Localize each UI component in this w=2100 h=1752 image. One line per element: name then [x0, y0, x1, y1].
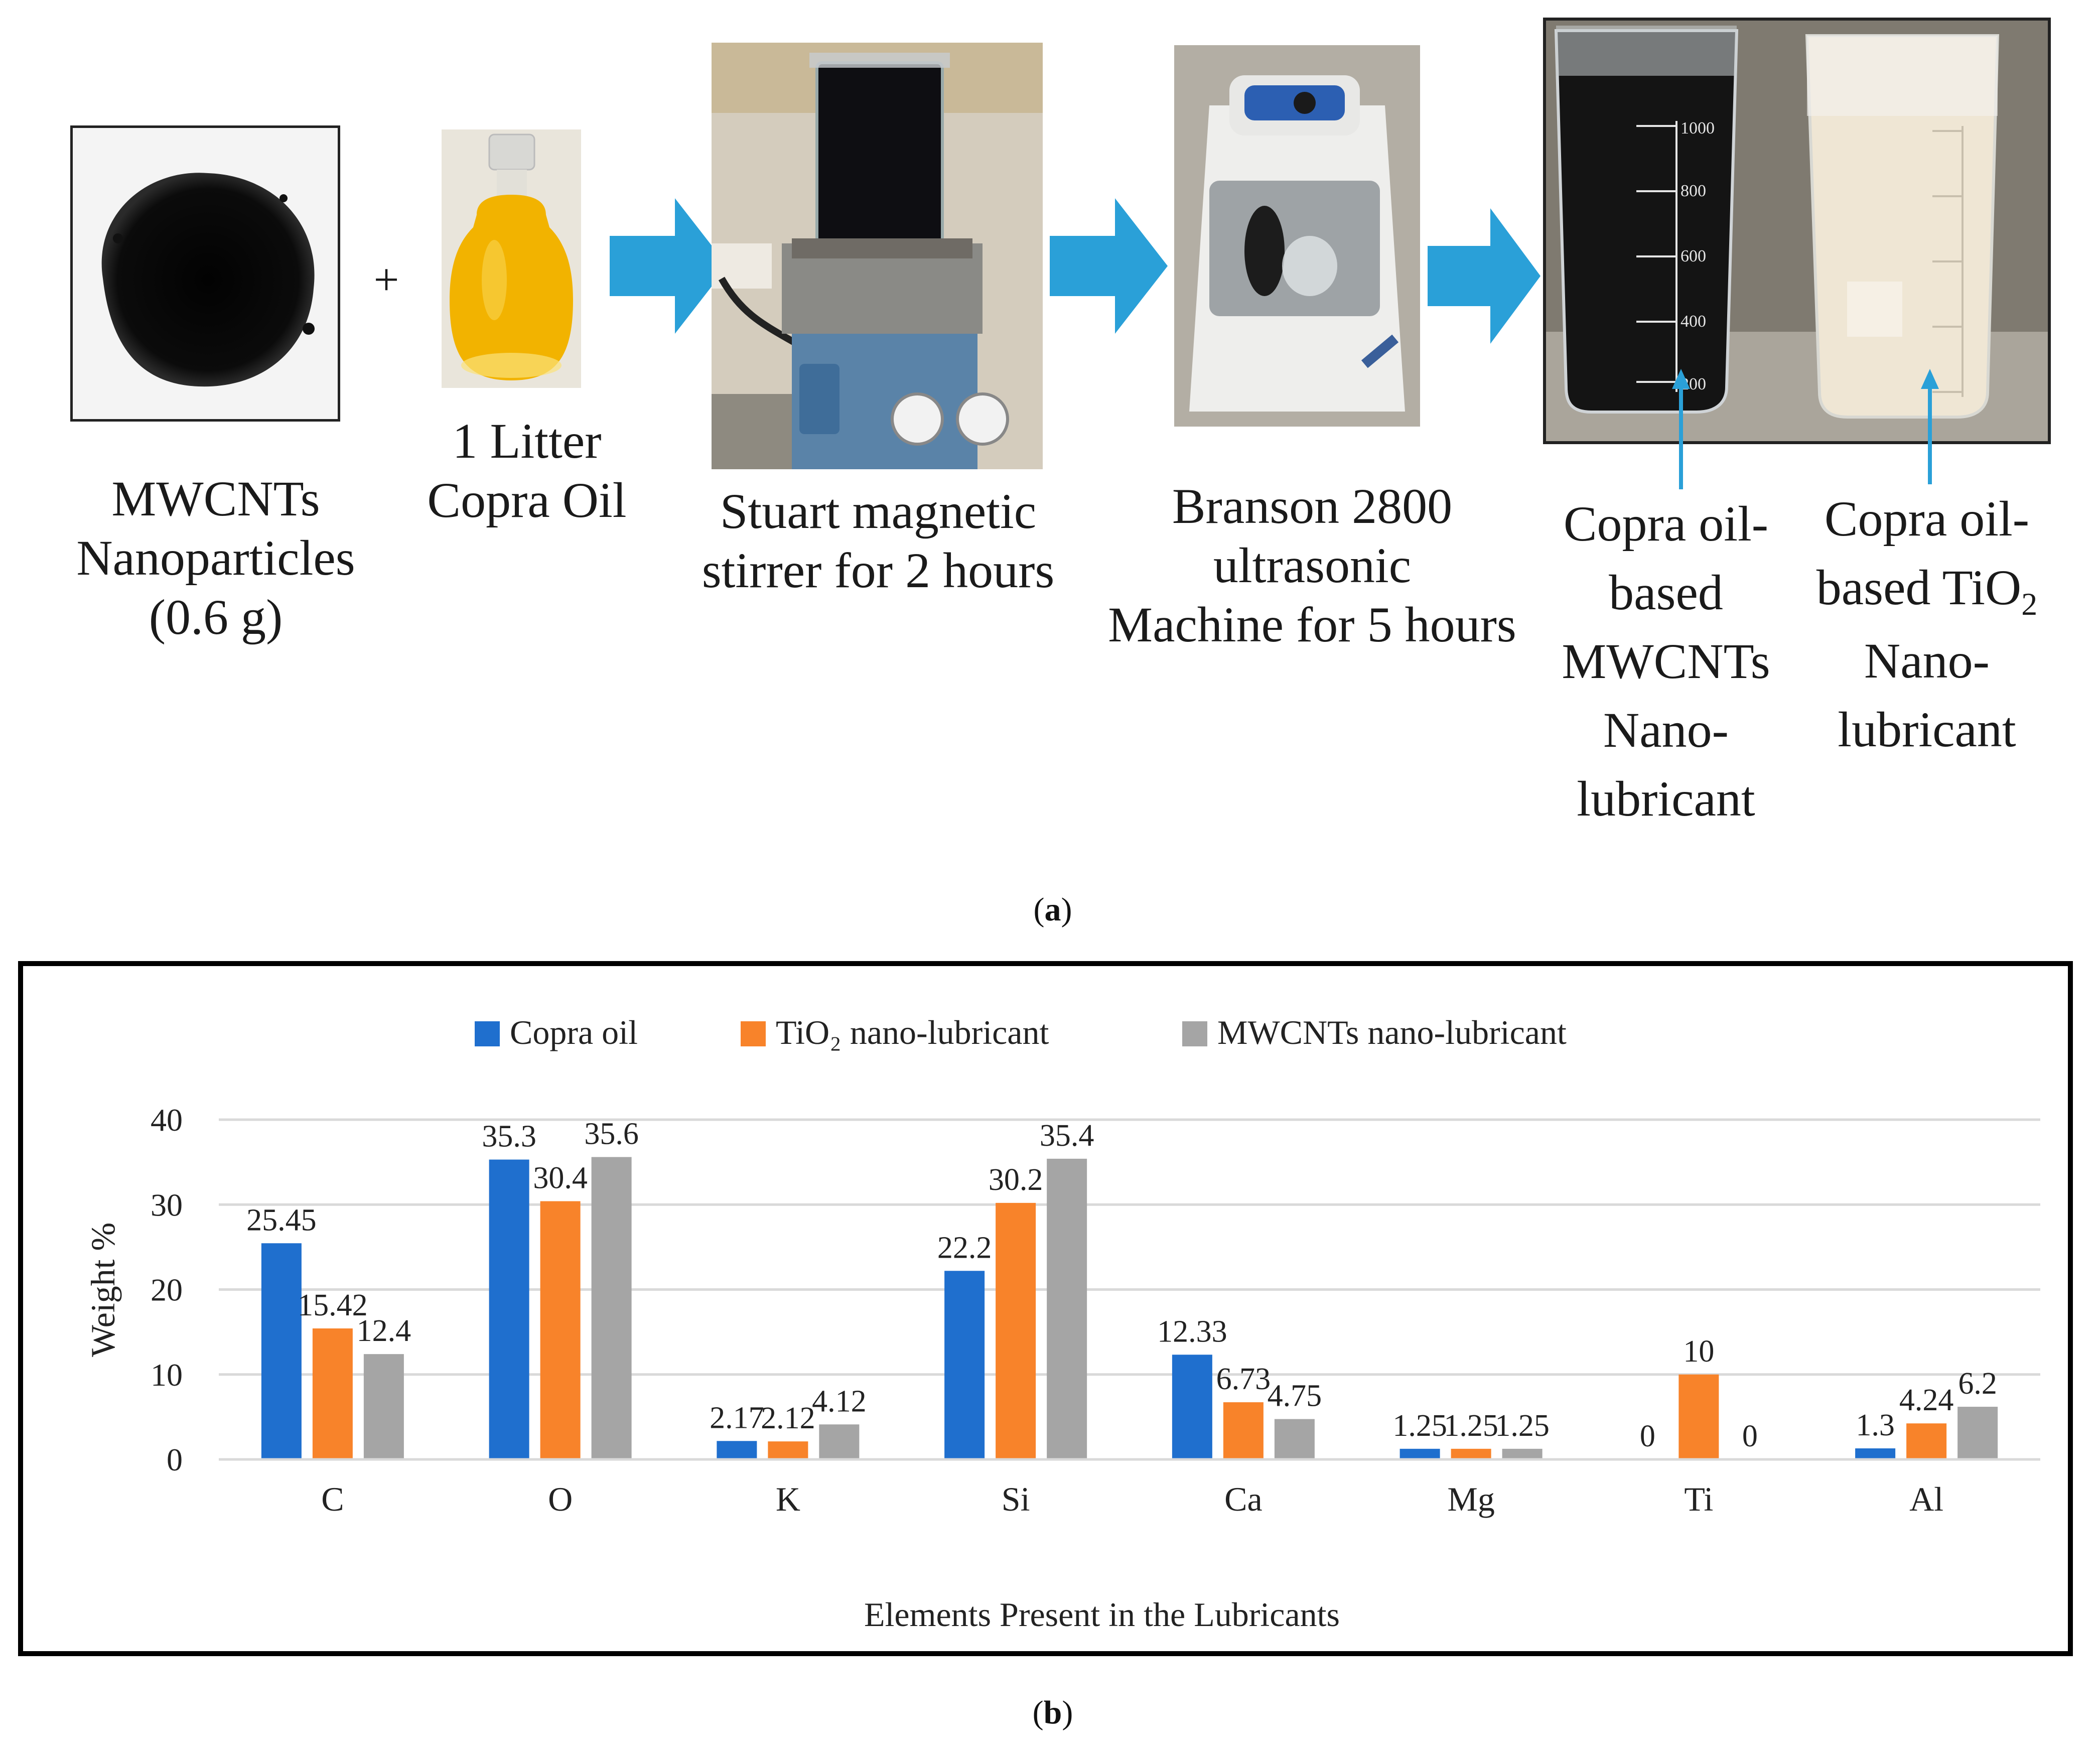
data-label: 1.25	[1392, 1409, 1447, 1443]
stirrer-caption: Stuart magnetic stirrer for 2 hours	[702, 483, 1055, 598]
data-label: 12.33	[1157, 1314, 1227, 1349]
legend-label: TiO₂ nano-lubricant	[776, 1013, 1049, 1051]
pointer-arrow-icon	[1672, 369, 1690, 489]
legend-swatch	[1182, 1021, 1207, 1046]
x-tick-label: K	[776, 1480, 800, 1518]
chart-frame: 0 10 20 30 40 25.45 15.42 12.4 C 35.3 30.4 35.6 O 2.1…	[18, 961, 2073, 1656]
data-label: 12.4	[357, 1314, 411, 1348]
copra-oil-caption: 1 Litter Copra Oil	[427, 413, 627, 528]
data-label: 0	[1742, 1419, 1758, 1453]
bar	[1451, 1448, 1491, 1459]
bar	[1678, 1374, 1719, 1459]
ultrasonic-caption: Branson 2800 ultrasonic Machine for 5 ho…	[1108, 478, 1516, 652]
bar	[1047, 1158, 1087, 1459]
bar	[1274, 1419, 1315, 1459]
mwcnts-caption: MWCNTs Nanoparticles (0.6 g)	[76, 471, 355, 645]
legend-label: MWCNTs nano-lubricant	[1217, 1013, 1567, 1051]
bar	[540, 1201, 581, 1459]
data-label: 2.12	[761, 1401, 815, 1435]
svg-text:1000: 1000	[1681, 119, 1715, 138]
bar	[768, 1441, 808, 1459]
bar	[1399, 1448, 1440, 1459]
bar	[996, 1202, 1036, 1459]
mwcnt-lubricant-caption: Copra oil- based MWCNTs Nano- lubricant	[1562, 496, 1770, 827]
panel-b-label: (b)	[1032, 1694, 1073, 1731]
bar	[944, 1271, 985, 1459]
data-label: 35.4	[1040, 1119, 1094, 1153]
arrow-right-icon	[610, 198, 728, 334]
data-label: 6.73	[1216, 1362, 1271, 1396]
bar	[717, 1441, 757, 1459]
bar	[1957, 1407, 1998, 1459]
data-label: 30.4	[533, 1161, 588, 1195]
bar	[1906, 1423, 1947, 1459]
ultrasonic-machine-photo	[1174, 45, 1420, 427]
arrow-right-icon	[1428, 208, 1541, 344]
bar	[1172, 1355, 1212, 1459]
legend-label: Copra oil	[510, 1013, 638, 1051]
x-tick-label: Ca	[1224, 1480, 1263, 1518]
x-tick-label: C	[321, 1480, 344, 1518]
data-label: 22.2	[937, 1231, 992, 1265]
y-tick-label: 40	[151, 1102, 183, 1138]
magnetic-stirrer-photo	[712, 43, 1043, 469]
bar	[1223, 1402, 1264, 1459]
bar	[1855, 1448, 1896, 1459]
y-tick-label: 30	[151, 1187, 183, 1223]
beaker-scale: 1000 800 600 400 200	[1636, 119, 1715, 393]
tio2-lubricant-caption: Copra oil- based TiO2 Nano- lubricant	[1816, 491, 2038, 757]
data-label: 0	[1640, 1419, 1655, 1453]
bar	[261, 1243, 302, 1459]
x-tick-label: Si	[1002, 1480, 1030, 1518]
svg-text:800: 800	[1681, 182, 1706, 200]
data-label: 10	[1683, 1334, 1714, 1369]
y-tick-label: 0	[167, 1442, 183, 1477]
bar	[1502, 1448, 1543, 1459]
plus-sign: +	[373, 255, 399, 305]
data-label: 2.17	[710, 1401, 764, 1435]
nano-lubricant-beakers-photo: 1000 800 600 400 200	[1543, 18, 2051, 444]
data-label: 4.12	[812, 1384, 867, 1418]
bar	[363, 1354, 404, 1459]
mwcnt-powder-photo	[70, 125, 340, 422]
y-tick-label: 20	[151, 1272, 183, 1308]
copra-oil-bottle-photo	[442, 129, 581, 388]
pointer-arrow-icon	[1921, 369, 1939, 484]
data-label: 4.24	[1899, 1383, 1954, 1417]
data-label: 25.45	[246, 1203, 317, 1237]
data-label: 4.75	[1268, 1379, 1322, 1413]
legend-swatch	[741, 1021, 766, 1046]
x-tick-label: Mg	[1447, 1480, 1494, 1518]
bar	[819, 1424, 860, 1459]
data-label: 35.6	[584, 1117, 639, 1151]
y-tick-label: 10	[151, 1357, 183, 1393]
arrow-right-icon	[1050, 198, 1168, 334]
data-label: 15.42	[298, 1288, 368, 1322]
x-axis-title: Elements Present in the Lubricants	[864, 1595, 1340, 1634]
y-axis-title: Weight %	[84, 1223, 122, 1357]
panel-a-label: (a)	[1033, 891, 1072, 928]
data-label: 35.3	[482, 1120, 536, 1154]
svg-text:600: 600	[1681, 247, 1706, 265]
x-tick-label: Al	[1909, 1480, 1943, 1518]
bar	[591, 1157, 632, 1459]
svg-text:400: 400	[1681, 312, 1706, 331]
data-label: 1.3	[1856, 1408, 1895, 1442]
x-tick-label: Ti	[1684, 1480, 1713, 1518]
data-label: 6.2	[1958, 1367, 1997, 1401]
bar	[312, 1328, 353, 1459]
legend-swatch	[475, 1021, 500, 1046]
data-label: 1.25	[1444, 1409, 1498, 1443]
data-label: 1.25	[1495, 1409, 1550, 1443]
bar	[489, 1159, 529, 1459]
x-tick-label: O	[548, 1480, 573, 1518]
data-label: 30.2	[989, 1163, 1043, 1197]
